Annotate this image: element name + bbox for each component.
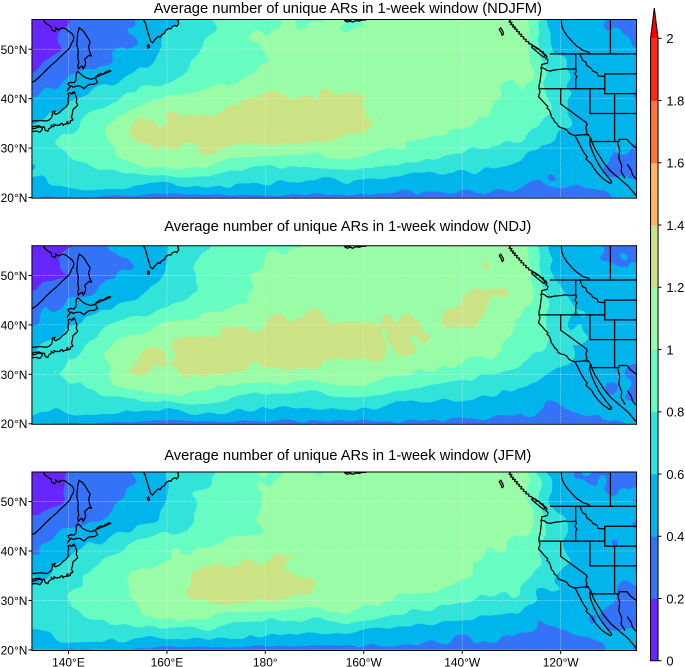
- svg-text:20°N: 20°N: [1, 417, 28, 431]
- svg-text:50°N: 50°N: [1, 269, 28, 283]
- svg-text:1: 1: [666, 342, 673, 357]
- svg-text:140°E: 140°E: [52, 655, 85, 667]
- svg-text:140°W: 140°W: [444, 655, 481, 667]
- svg-text:120°W: 120°W: [543, 655, 580, 667]
- svg-text:180°: 180°: [253, 655, 278, 667]
- svg-text:20°N: 20°N: [1, 191, 28, 205]
- svg-text:Average number of unique ARs i: Average number of unique ARs in 1-week w…: [154, 1, 542, 17]
- svg-text:50°N: 50°N: [1, 495, 28, 509]
- svg-text:0.6: 0.6: [666, 467, 684, 482]
- svg-text:2: 2: [666, 31, 673, 46]
- svg-text:20°N: 20°N: [1, 643, 28, 657]
- svg-text:30°N: 30°N: [1, 368, 28, 382]
- svg-text:1.6: 1.6: [666, 156, 684, 171]
- svg-text:30°N: 30°N: [1, 594, 28, 608]
- svg-text:40°N: 40°N: [1, 318, 28, 332]
- svg-text:160°W: 160°W: [346, 655, 383, 667]
- svg-text:1.2: 1.2: [666, 280, 684, 295]
- svg-text:0.2: 0.2: [666, 591, 684, 606]
- svg-text:0: 0: [666, 654, 673, 667]
- svg-text:50°N: 50°N: [1, 43, 28, 57]
- svg-text:1.8: 1.8: [666, 93, 684, 108]
- svg-text:0.8: 0.8: [666, 405, 684, 420]
- svg-text:Average number of unique ARs i: Average number of unique ARs in 1-week w…: [164, 219, 531, 235]
- svg-text:Average number of unique ARs i: Average number of unique ARs in 1-week w…: [164, 448, 531, 464]
- svg-text:40°N: 40°N: [1, 92, 28, 106]
- svg-text:40°N: 40°N: [1, 545, 28, 559]
- svg-text:30°N: 30°N: [1, 142, 28, 156]
- svg-text:1.4: 1.4: [666, 218, 684, 233]
- svg-text:0.4: 0.4: [666, 529, 684, 544]
- svg-text:160°E: 160°E: [151, 655, 184, 667]
